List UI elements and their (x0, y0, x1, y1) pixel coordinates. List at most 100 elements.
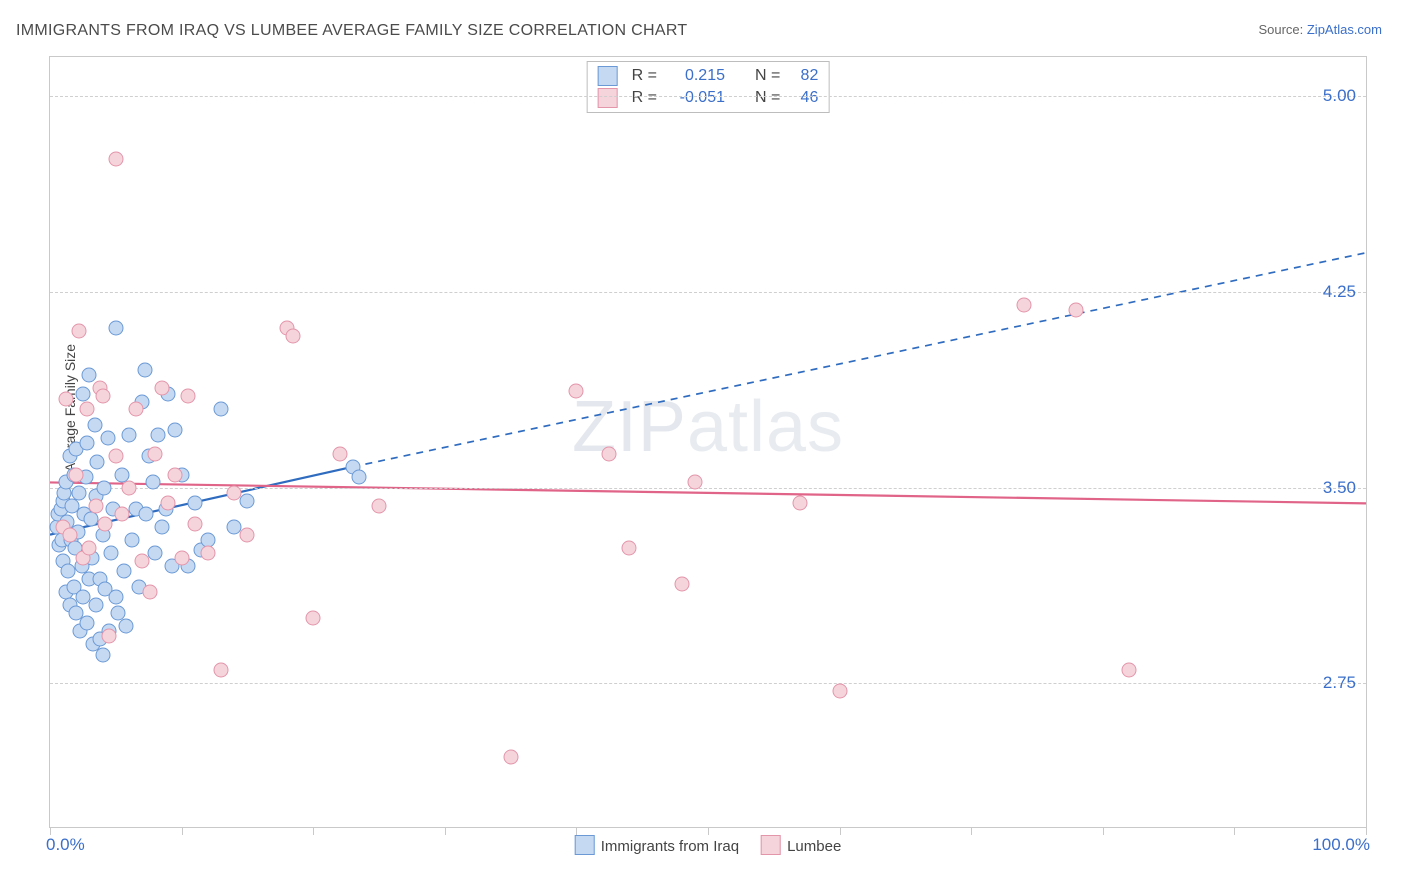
data-point-lumbee (622, 540, 637, 555)
y-tick-label: 2.75 (1323, 673, 1356, 693)
data-point-lumbee (121, 480, 136, 495)
data-point-iraq (145, 475, 160, 490)
data-point-lumbee (832, 684, 847, 699)
data-point-iraq (87, 418, 102, 433)
data-point-lumbee (1069, 303, 1084, 318)
data-point-lumbee (168, 467, 183, 482)
corr-row-lumbee: R =-0.051N =46 (592, 87, 825, 109)
data-point-iraq (79, 616, 94, 631)
data-point-iraq (116, 564, 131, 579)
data-point-iraq (96, 480, 111, 495)
data-point-iraq (124, 532, 139, 547)
data-point-lumbee (161, 496, 176, 511)
source-prefix: Source: (1258, 22, 1306, 37)
data-point-iraq (90, 454, 105, 469)
n-value: 82 (788, 67, 818, 85)
n-value: 46 (788, 89, 818, 107)
gridline (50, 683, 1366, 684)
data-point-iraq (108, 590, 123, 605)
data-point-lumbee (69, 467, 84, 482)
data-point-iraq (154, 519, 169, 534)
x-tick-mark (708, 827, 709, 835)
data-point-lumbee (793, 496, 808, 511)
data-point-iraq (148, 545, 163, 560)
n-label: N = (755, 67, 780, 85)
data-point-lumbee (227, 485, 242, 500)
data-point-lumbee (306, 611, 321, 626)
data-point-lumbee (214, 663, 229, 678)
data-point-lumbee (89, 498, 104, 513)
legend-label: Lumbee (787, 838, 841, 855)
r-value: -0.051 (665, 89, 725, 107)
x-tick-mark (1366, 827, 1367, 835)
data-point-lumbee (79, 402, 94, 417)
data-point-lumbee (286, 329, 301, 344)
x-min-label: 0.0% (46, 835, 85, 855)
x-tick-mark (840, 827, 841, 835)
gridline (50, 488, 1366, 489)
data-point-iraq (240, 493, 255, 508)
data-point-iraq (121, 428, 136, 443)
chart-plot-area: ZIPatlas R =0.215N =82R =-0.051N =46 Imm… (49, 56, 1367, 828)
data-point-lumbee (148, 446, 163, 461)
x-tick-mark (445, 827, 446, 835)
data-point-iraq (71, 485, 86, 500)
data-point-lumbee (687, 475, 702, 490)
corr-row-iraq: R =0.215N =82 (592, 65, 825, 87)
data-point-iraq (82, 368, 97, 383)
data-point-lumbee (181, 389, 196, 404)
source-link[interactable]: ZipAtlas.com (1307, 22, 1382, 37)
legend-item-lumbee: Lumbee (761, 835, 841, 855)
data-point-lumbee (1016, 297, 1031, 312)
data-point-lumbee (95, 389, 110, 404)
correlation-legend: R =0.215N =82R =-0.051N =46 (587, 61, 830, 113)
data-point-iraq (100, 431, 115, 446)
gridline (50, 292, 1366, 293)
r-label: R = (632, 67, 657, 85)
watermark-thin: atlas (687, 387, 844, 467)
data-point-iraq (119, 619, 134, 634)
y-tick-label: 3.50 (1323, 478, 1356, 498)
data-point-iraq (139, 506, 154, 521)
data-point-iraq (103, 545, 118, 560)
data-point-iraq (79, 436, 94, 451)
data-point-lumbee (1122, 663, 1137, 678)
chart-title: IMMIGRANTS FROM IRAQ VS LUMBEE AVERAGE F… (16, 22, 687, 40)
data-point-lumbee (143, 585, 158, 600)
trend-lines-layer (50, 57, 1366, 827)
swatch-iraq (575, 835, 595, 855)
data-point-iraq (108, 321, 123, 336)
swatch-lumbee (598, 88, 618, 108)
data-point-lumbee (372, 498, 387, 513)
data-point-lumbee (108, 151, 123, 166)
data-point-iraq (89, 598, 104, 613)
data-point-lumbee (503, 749, 518, 764)
data-point-lumbee (332, 446, 347, 461)
series-legend: Immigrants from Iraq Lumbee (575, 835, 842, 855)
data-point-iraq (168, 423, 183, 438)
data-point-lumbee (71, 324, 86, 339)
data-point-lumbee (82, 540, 97, 555)
r-label: R = (632, 89, 657, 107)
data-point-lumbee (154, 381, 169, 396)
x-tick-mark (50, 827, 51, 835)
data-point-lumbee (200, 545, 215, 560)
x-tick-mark (313, 827, 314, 835)
y-tick-label: 4.25 (1323, 282, 1356, 302)
x-tick-mark (971, 827, 972, 835)
data-point-lumbee (128, 402, 143, 417)
data-point-lumbee (602, 446, 617, 461)
data-point-lumbee (58, 391, 73, 406)
data-point-lumbee (62, 527, 77, 542)
legend-item-iraq: Immigrants from Iraq (575, 835, 739, 855)
data-point-iraq (187, 496, 202, 511)
data-point-lumbee (108, 449, 123, 464)
watermark-bold: ZIP (572, 387, 687, 467)
data-point-lumbee (174, 551, 189, 566)
data-point-lumbee (187, 517, 202, 532)
swatch-lumbee (761, 835, 781, 855)
data-point-lumbee (240, 527, 255, 542)
x-tick-mark (1234, 827, 1235, 835)
data-point-lumbee (98, 517, 113, 532)
trendline-iraq-dashed (353, 253, 1366, 467)
